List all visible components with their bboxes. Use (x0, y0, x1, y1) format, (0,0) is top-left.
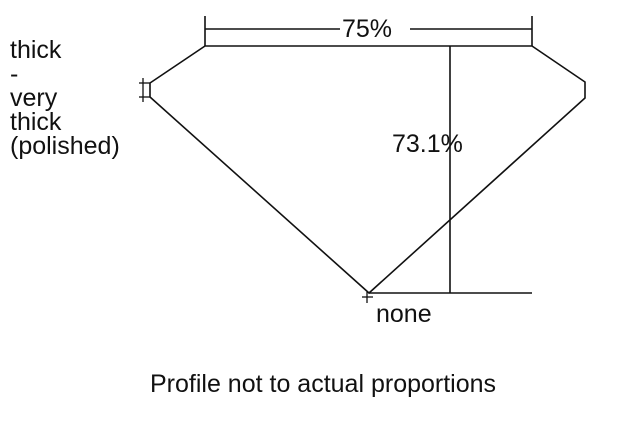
girdle-label-line: very (10, 84, 58, 112)
table-percentage-label: 75% (342, 15, 393, 43)
girdle-label-line: thick (10, 108, 62, 136)
depth-percentage-label: 73.1% (392, 130, 463, 158)
girdle-label: thick - very thick (polished) (10, 36, 120, 160)
gem-outline (149, 45, 586, 295)
girdle-label-line: - (10, 60, 19, 88)
girdle-label-line: thick (10, 36, 62, 64)
caption: Profile not to actual proportions (150, 370, 497, 398)
culet-marker (362, 292, 373, 303)
girdle-label-line: (polished) (10, 132, 120, 160)
culet-label: none (376, 300, 432, 328)
girdle-markers (139, 78, 150, 102)
